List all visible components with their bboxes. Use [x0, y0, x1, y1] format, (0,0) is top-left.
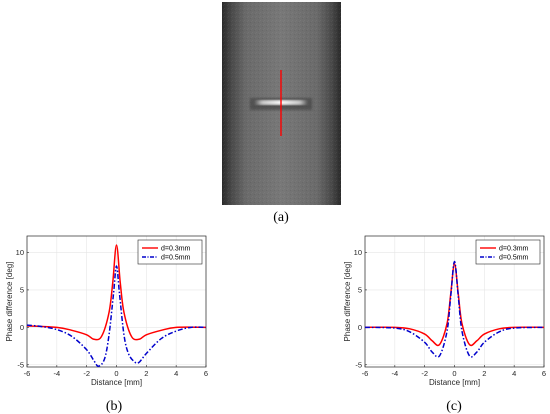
- xaxis-label-c: Distance [mm]: [429, 378, 480, 387]
- xtick-label-b-4: 2: [144, 369, 148, 378]
- legend-box-b: [137, 239, 203, 265]
- xtick-label-b-1: -4: [53, 369, 60, 378]
- xtick-label-b-2: -2: [83, 369, 90, 378]
- legend-box-c: [475, 239, 541, 265]
- series-line-b-1: [26, 265, 207, 368]
- xtick-label-c-3: 0: [452, 369, 456, 378]
- xtick-label-c-5: 4: [512, 369, 516, 378]
- panel-label-b: (b): [106, 399, 123, 414]
- ytick-label-c-2: 5: [358, 285, 362, 294]
- xtick-label-c-0: -6: [362, 369, 369, 378]
- series-line-c-1: [364, 260, 545, 358]
- legend-label-b-0: d=0.3mm: [161, 246, 191, 253]
- ytick-label-c-1: 0: [358, 323, 362, 332]
- xtick-label-c-4: 2: [482, 369, 486, 378]
- legend-label-c-0: d=0.3mm: [499, 246, 529, 253]
- xtick-label-c-1: -4: [391, 369, 398, 378]
- xaxis-label-b: Distance [mm]: [91, 378, 142, 387]
- chart-b: -6 -4 -2 0 2 4 6 -5 0 5 10 Distance [mm] Phase diffe…: [5, 235, 208, 387]
- xtick-label-c-6: 6: [542, 369, 546, 378]
- xtick-label-b-6: 6: [204, 369, 208, 378]
- panel-label-a: (a): [273, 210, 289, 225]
- ytick-label-b-1: 0: [20, 323, 24, 332]
- ytick-label-c-0: -5: [355, 360, 362, 369]
- xtick-label-b-0: -6: [24, 369, 31, 378]
- series-line-b-0: [26, 244, 207, 341]
- xtick-label-b-3: 0: [114, 369, 118, 378]
- legend-label-c-1: d=0.5mm: [499, 255, 529, 262]
- ytick-label-b-3: 10: [16, 248, 24, 257]
- image-panel: [222, 2, 341, 205]
- chart-c: -6 -4 -2 0 2 4 6 -5 0 5 10 Distance [mm] Phase diffe…: [343, 235, 546, 387]
- xtick-label-b-5: 4: [174, 369, 178, 378]
- ytick-label-b-2: 5: [20, 285, 24, 294]
- yaxis-label-c: Phase difference [deg]: [343, 262, 352, 342]
- yaxis-label-b: Phase difference [deg]: [5, 262, 14, 342]
- ytick-label-c-3: 10: [354, 248, 362, 257]
- legend-label-b-1: d=0.5mm: [161, 255, 191, 262]
- panel-label-c: (c): [446, 399, 462, 414]
- xtick-label-c-2: -2: [421, 369, 428, 378]
- ytick-label-b-0: -5: [17, 360, 24, 369]
